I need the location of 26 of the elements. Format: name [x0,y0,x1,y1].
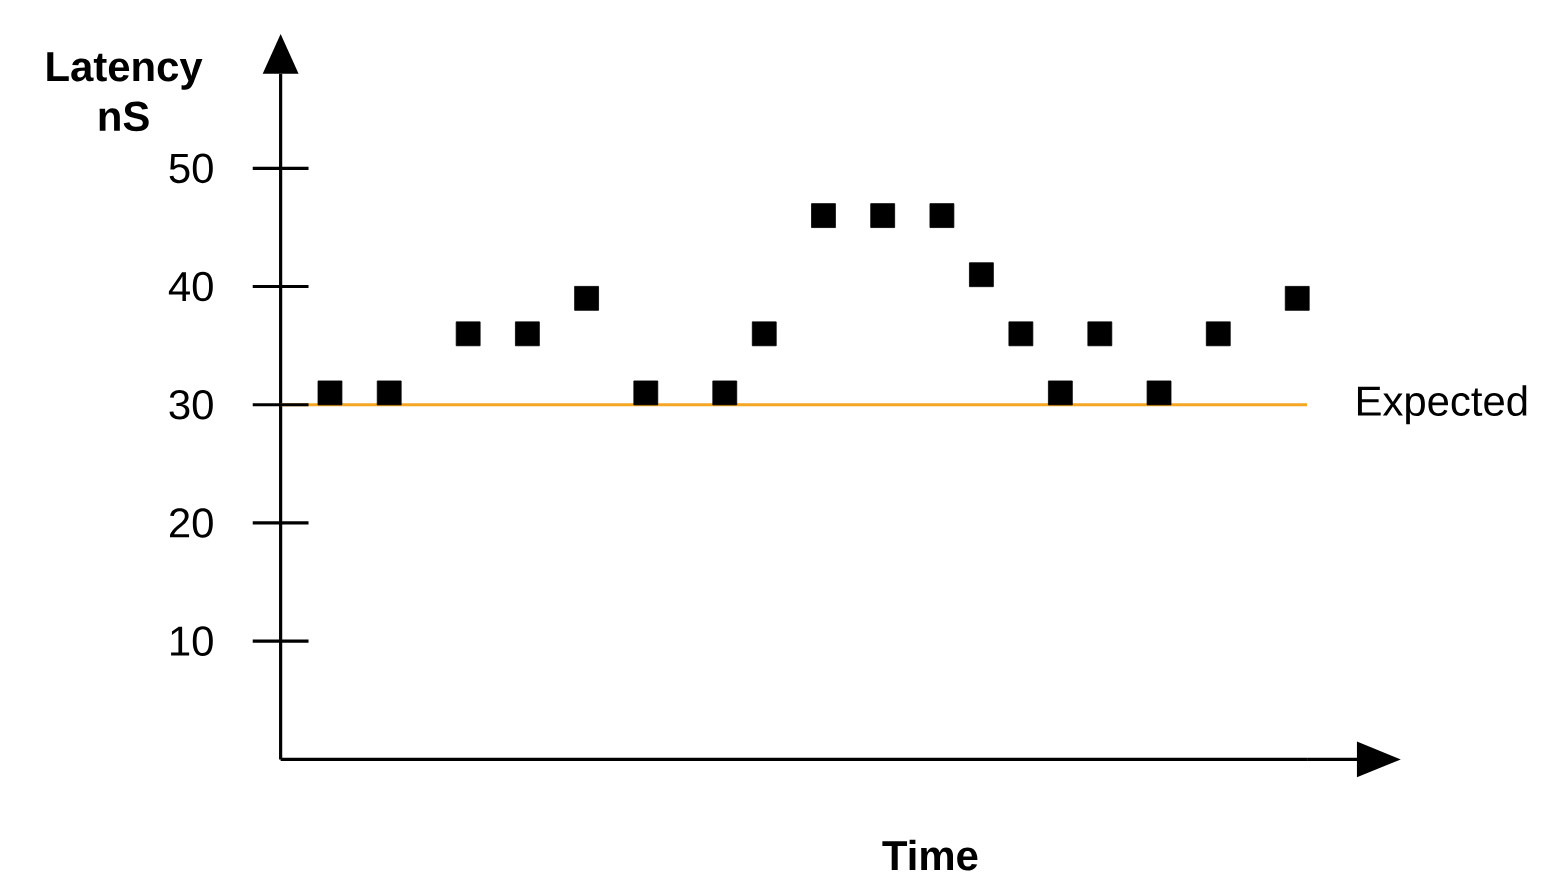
point [712,380,738,406]
point [1205,321,1231,346]
y-tick-label: 10 [171,626,213,656]
y-tick-label: 30 [169,389,213,420]
point [1087,321,1113,346]
point [1008,321,1034,346]
point [515,321,540,346]
point [1146,380,1172,406]
point [929,203,955,228]
x-axis-title: Time [882,839,978,871]
point [751,321,777,346]
point [574,285,599,311]
y-tick-label: 50 [169,153,213,183]
ref-line-label: Expected [1357,385,1527,425]
point [870,203,896,228]
point [1048,380,1073,406]
point [376,380,402,406]
point [969,262,994,287]
point [455,321,481,346]
y-tick-label: 40 [168,271,213,302]
point [633,380,659,406]
point [811,203,836,228]
point [1284,285,1310,311]
y-axis-title: Latency nS [47,52,203,132]
y-tick-label: 20 [170,507,213,538]
point [317,380,343,406]
